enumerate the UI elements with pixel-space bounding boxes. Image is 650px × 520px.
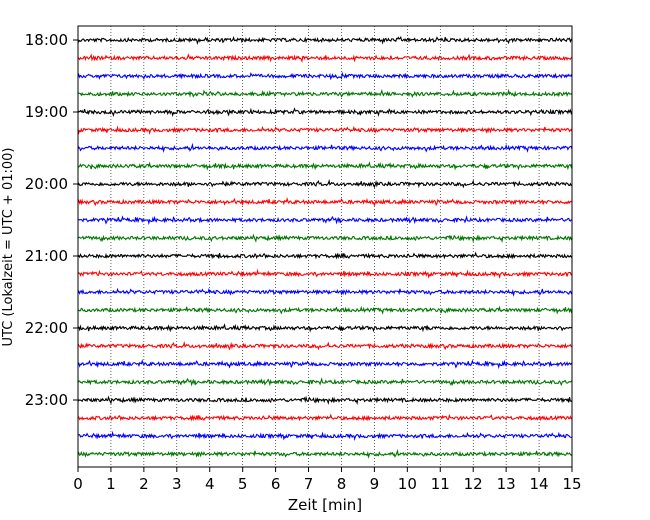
x-tick-label: 13 (497, 475, 516, 493)
trace-line (77, 196, 573, 207)
trace-line (77, 251, 573, 260)
trace-line (77, 71, 573, 81)
trace-line (77, 305, 573, 315)
trace-line (77, 233, 573, 244)
x-axis: 0 1 2 3 4 5 6 7 8 9 10 11 12 13 14 15 (73, 467, 582, 493)
trace-line (77, 448, 573, 459)
x-tick-label: 3 (172, 475, 182, 493)
y-tick-label: 18:00 (25, 31, 68, 49)
x-tick-label: 4 (205, 475, 215, 493)
x-tick-label: 8 (337, 475, 347, 493)
trace-line (77, 142, 573, 153)
y-tick-label: 23:00 (25, 391, 68, 409)
x-tick-label: 7 (304, 475, 314, 493)
trace-line (77, 430, 573, 441)
trace-line (77, 178, 573, 189)
x-tick-label: 10 (398, 475, 417, 493)
y-tick-label: 20:00 (25, 175, 68, 193)
trace-line (77, 35, 573, 45)
y-axis-label: UTC (Lokalzeit = UTC + 01:00) (1, 148, 16, 347)
trace-line (77, 340, 573, 351)
trace-line (77, 53, 573, 64)
x-tick-label: 14 (530, 475, 549, 493)
trace-line (77, 268, 573, 279)
y-axis: 18:00 19:00 20:00 21:00 22:00 23:00 (25, 31, 78, 409)
x-axis-label: Zeit [min] (288, 496, 362, 514)
trace-line (77, 287, 573, 297)
trace-line (77, 413, 573, 422)
x-tick-label: 11 (431, 475, 450, 493)
x-tick-label: 5 (238, 475, 248, 493)
y-tick-label: 22:00 (25, 319, 68, 337)
traces (77, 35, 573, 459)
y-tick-label: 21:00 (25, 247, 68, 265)
trace-line (77, 395, 573, 406)
trace-line (77, 358, 573, 370)
trace-line (77, 107, 573, 117)
y-tick-label: 19:00 (25, 103, 68, 121)
x-tick-label: 9 (370, 475, 380, 493)
trace-line (77, 88, 573, 99)
x-tick-label: 12 (464, 475, 483, 493)
x-tick-label: 1 (106, 475, 116, 493)
trace-line (77, 215, 573, 226)
trace-line (77, 161, 573, 171)
x-tick-label: 2 (139, 475, 149, 493)
x-tick-label: 15 (562, 475, 581, 493)
x-tick-label: 0 (73, 475, 83, 493)
trace-line (77, 377, 573, 387)
trace-line (77, 323, 573, 333)
x-tick-label: 6 (271, 475, 281, 493)
trace-line (77, 125, 573, 135)
plot-frame (77, 25, 573, 468)
